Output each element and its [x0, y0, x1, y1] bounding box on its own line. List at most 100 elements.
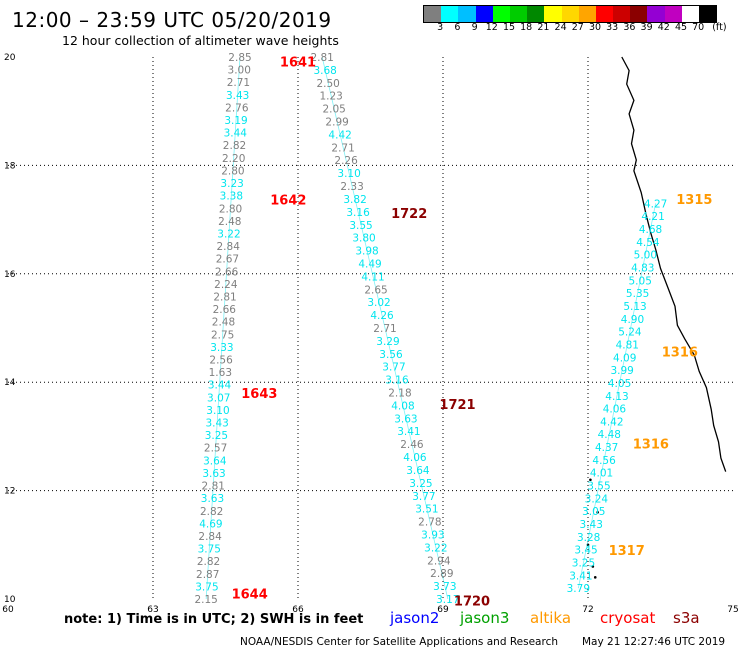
legend-swatch — [595, 6, 614, 22]
wave-height-label: 3.64 — [406, 465, 430, 477]
wave-height-label: 4.05 — [608, 378, 631, 390]
wave-height-label: 2.46 — [400, 439, 424, 451]
wave-height-label: 3.73 — [433, 581, 456, 593]
wave-height-label: 3.07 — [207, 392, 230, 404]
legend-swatch — [475, 6, 493, 22]
legend-label: 39 — [640, 22, 653, 33]
legend-label: 15 — [502, 22, 516, 33]
wave-height-label: 3.22 — [217, 228, 240, 240]
wave-height-label: 4.42 — [328, 129, 351, 141]
wave-height-label: 2.66 — [213, 304, 237, 316]
legend-label: (ft) — [712, 22, 727, 33]
wave-height-label: 2.87 — [196, 569, 219, 581]
wave-height-label: 3.24 — [585, 493, 609, 505]
wave-height-label: 3.77 — [382, 362, 405, 374]
wave-height-label: 4.49 — [358, 258, 381, 270]
wave-height-label: 3.33 — [210, 342, 233, 354]
legend-label: 33 — [606, 22, 619, 33]
wave-height-label: 4.42 — [600, 416, 623, 428]
wave-height-label: 2.89 — [430, 568, 453, 580]
island — [593, 576, 597, 579]
wave-height-label: 2.56 — [209, 355, 233, 367]
wave-height-label: 3.23 — [220, 178, 243, 190]
wave-height-label: 2.82 — [223, 140, 246, 152]
wave-height-label: 2.80 — [221, 165, 244, 177]
wave-height-label: 2.57 — [204, 443, 227, 455]
satellite-jason3: jason3 — [460, 609, 510, 627]
wave-height-label: 3.16 — [385, 375, 409, 387]
satellite-cryosat: cryosat — [600, 609, 656, 627]
wave-height-label: 3.93 — [421, 529, 444, 541]
wave-height-label: 2.99 — [325, 117, 348, 129]
wave-height-label: 3.29 — [376, 336, 399, 348]
wave-height-label: 3.16 — [346, 207, 370, 219]
legend-label: 36 — [623, 22, 636, 33]
chart-title: 12:00 – 23:59 UTC 05/20/2019 — [12, 8, 332, 32]
wave-height-label: 4.08 — [391, 400, 414, 412]
wave-height-label: 3.51 — [415, 504, 438, 516]
wave-height-label: 2.71 — [373, 323, 396, 335]
wave-height-label: 3.63 — [201, 493, 224, 505]
legend-swatch — [561, 6, 579, 22]
pass-time-label: 1315 — [676, 193, 712, 208]
wave-height-label: 2.84 — [217, 241, 241, 253]
wave-height-label: 3.64 — [203, 455, 227, 467]
pass-time-label: 1641 — [280, 55, 316, 70]
wave-height-label: 4.06 — [403, 452, 427, 464]
x-tick-label: 69 — [437, 605, 449, 615]
legend-swatch — [699, 6, 717, 22]
x-tick-label: 72 — [582, 605, 593, 615]
wave-height-label: 3.25 — [409, 478, 432, 490]
satellite-track — [577, 203, 657, 589]
wave-height-label: 4.09 — [613, 352, 636, 364]
pass-time-label: 1317 — [609, 544, 645, 559]
pass-time-label: 1644 — [232, 588, 268, 603]
wave-height-label: 3.80 — [352, 233, 375, 245]
legend-label: 3 — [437, 22, 444, 33]
wave-height-label: 2.48 — [212, 317, 235, 329]
wave-height-label: 3.77 — [412, 491, 435, 503]
legend-label: 18 — [520, 22, 533, 33]
wave-height-label: 3.28 — [577, 532, 600, 544]
pass-time-label: 1643 — [241, 387, 277, 402]
wave-height-label: 4.68 — [639, 224, 662, 236]
wave-height-label: 3.75 — [195, 581, 218, 593]
legend-label: 12 — [485, 22, 498, 33]
x-tick-label: 63 — [147, 605, 158, 615]
wave-height-label: 2.81 — [213, 291, 236, 303]
wave-height-label: 3.25 — [205, 430, 228, 442]
wave-height-label: 3.41 — [397, 426, 420, 438]
wave-height-label: 3.00 — [228, 65, 251, 77]
satellite-altika: altika — [530, 609, 572, 627]
wave-height-label: 5.35 — [626, 288, 649, 300]
wave-height-label: 3.38 — [220, 191, 243, 203]
pass-time-label: 1642 — [270, 194, 306, 209]
footer-note: note: 1) Time is in UTC; 2) SWH is in fe… — [64, 612, 364, 627]
island — [591, 565, 595, 568]
pass-time-label: 1721 — [439, 398, 475, 413]
wave-height-label: 3.75 — [198, 544, 221, 556]
wave-height-label: 3.44 — [224, 128, 248, 140]
wave-height-label: 3.10 — [206, 405, 229, 417]
wave-height-label: 2.94 — [427, 555, 451, 567]
legend-label: 27 — [571, 22, 584, 33]
wave-height-label: 4.81 — [616, 339, 639, 351]
wave-height-label: 4.69 — [199, 518, 222, 530]
legend-swatch — [458, 6, 476, 22]
wave-height-label: 3.98 — [355, 246, 378, 258]
legend-swatch — [664, 6, 682, 22]
wave-height-label: 2.78 — [418, 517, 441, 529]
wave-height-label: 2.48 — [218, 216, 241, 228]
y-tick-label: 18 — [4, 161, 16, 171]
legend-label: 70 — [692, 22, 705, 33]
wave-height-label: 5.05 — [629, 275, 652, 287]
wave-height-label: 2.05 — [322, 104, 345, 116]
coastline — [621, 56, 727, 472]
y-tick-label: 20 — [4, 53, 16, 63]
wave-height-label: 4.48 — [598, 429, 621, 441]
pass-time-label: 1722 — [391, 207, 427, 222]
wave-height-label: 3.44 — [208, 380, 232, 392]
wave-height-label: 2.18 — [388, 388, 411, 400]
wave-height-label: 3.45 — [574, 545, 597, 557]
